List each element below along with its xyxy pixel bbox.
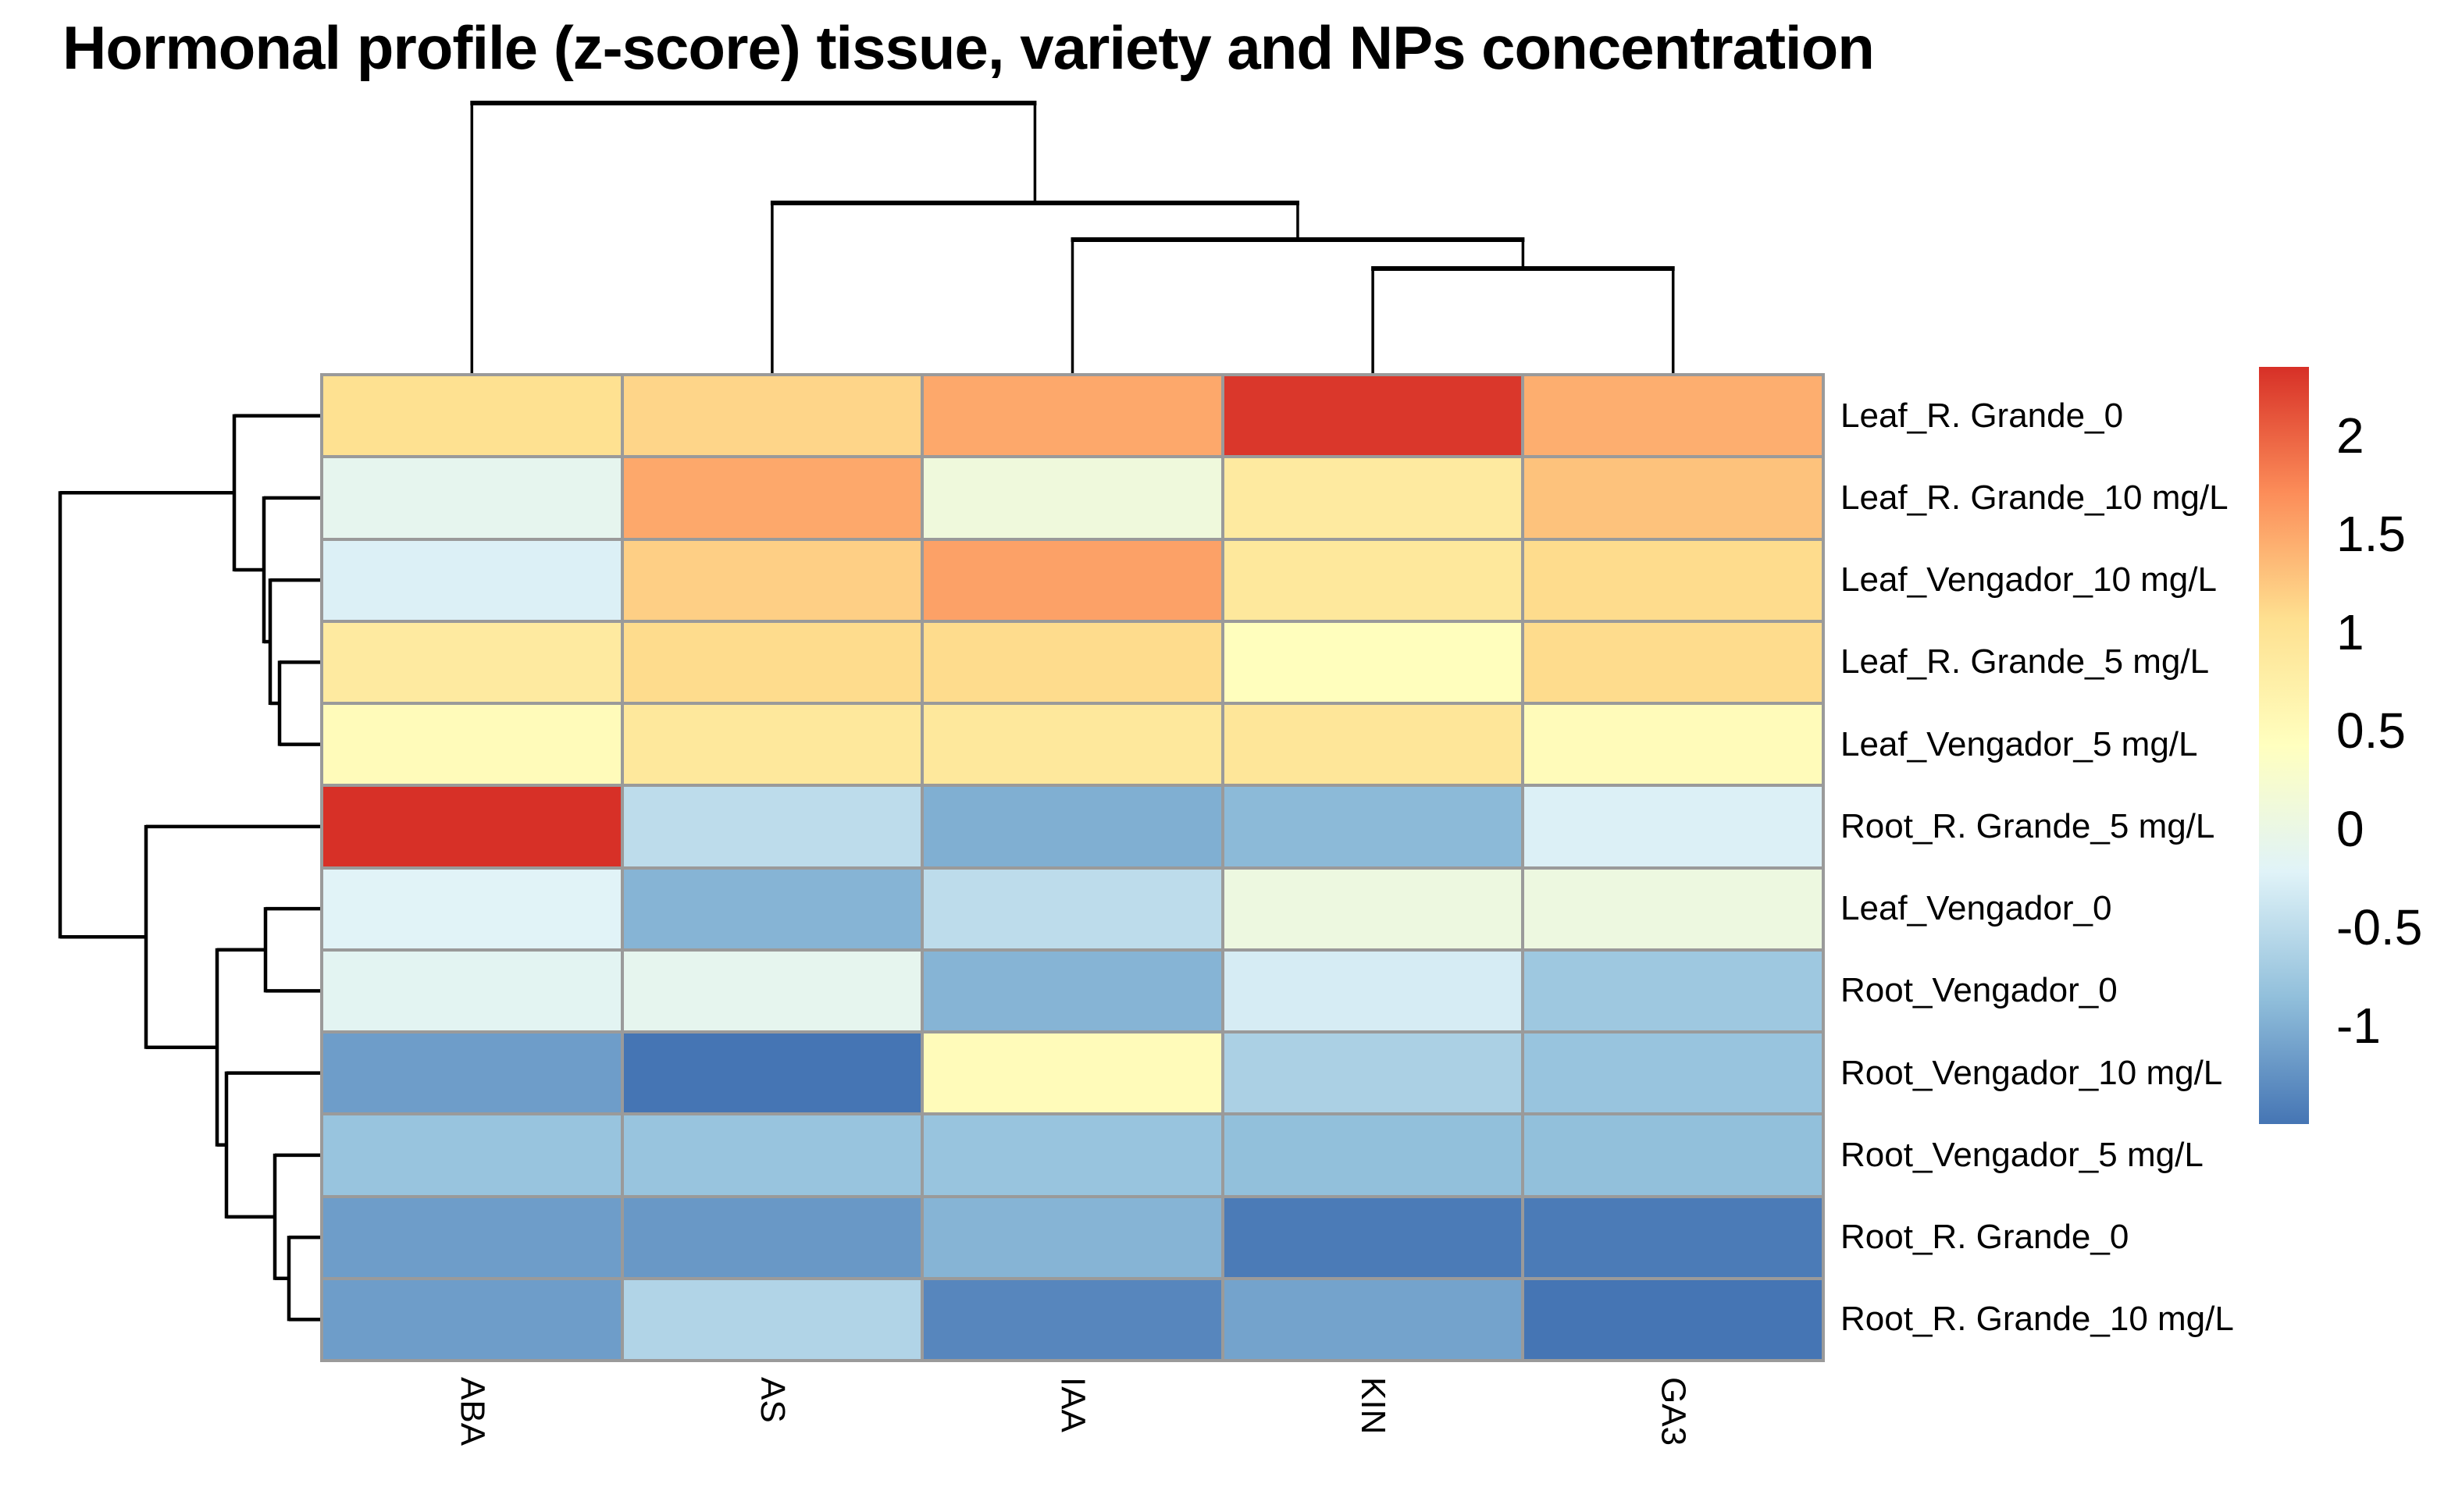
heatmap-cell [323,1033,621,1113]
heatmap-cell [1224,1279,1522,1359]
heatmap-cell [623,787,921,866]
heatmap-cell [1524,1033,1822,1113]
heatmap-cell [623,1197,921,1277]
heatmap-cell [323,458,621,538]
row-label: Root_R. Grande_5 mg/L [1840,806,2215,845]
heatmap-cell [1224,376,1522,456]
colorbar [2259,367,2309,1124]
colorbar-tick-label: 0.5 [2336,703,2406,760]
heatmap-cell [924,458,1221,538]
column-label: IAA [1053,1377,1092,1432]
heatmap-cell [623,376,921,456]
heatmap-cell [323,376,621,456]
heatmap-cell [1224,705,1522,784]
heatmap-cell [924,540,1221,620]
heatmap-cell [1524,1279,1822,1359]
heatmap-cell [1524,1115,1822,1195]
heatmap-cell [1524,540,1822,620]
heatmap-cell [924,376,1221,456]
colorbar-tick-label: -0.5 [2336,899,2423,956]
heatmap-cell [623,458,921,538]
heatmap-cell [924,951,1221,1030]
row-label: Leaf_Vengador_10 mg/L [1840,560,2217,599]
heatmap-cell [1524,951,1822,1030]
heatmap-cell [623,951,921,1030]
heatmap-cell [1224,869,1522,948]
heatmap-cell [323,1197,621,1277]
heatmap-cell [323,951,621,1030]
column-label: KIN [1354,1377,1393,1435]
heatmap-cell [1224,458,1522,538]
row-label: Root_Vengador_0 [1840,971,2118,1010]
heatmap-cell [924,1197,1221,1277]
row-label: Leaf_R. Grande_0 [1840,396,2124,435]
heatmap-cell [1524,869,1822,948]
column-label: ABA [453,1377,492,1446]
heatmap-cell [323,1115,621,1195]
heatmap-cell [1224,787,1522,866]
heatmap-cell [623,622,921,702]
heatmap-cell [323,540,621,620]
row-label: Root_Vengador_10 mg/L [1840,1053,2223,1092]
heatmap-cell [1524,458,1822,538]
heatmap-cell [323,869,621,948]
heatmap-cell [924,1279,1221,1359]
heatmap-cell [623,1279,921,1359]
heatmap-cell [323,705,621,784]
colorbar-tick-label: 0 [2336,801,2364,858]
heatmap-cell [1224,1033,1522,1113]
colorbar-tick-label: 2 [2336,407,2364,464]
heatmap-cell [924,705,1221,784]
heatmap-cell [924,622,1221,702]
heatmap-cell [623,705,921,784]
column-label: GA3 [1654,1377,1693,1446]
heatmap-cell [623,1033,921,1113]
heatmap-cell [1224,951,1522,1030]
heatmap-cell [1524,787,1822,866]
row-label: Leaf_R. Grande_5 mg/L [1840,642,2210,681]
heatmap-cell [1224,622,1522,702]
heatmap-grid [320,373,1825,1362]
heatmap-cell [323,787,621,866]
row-label: Leaf_R. Grande_10 mg/L [1840,478,2229,517]
heatmap-cell [323,622,621,702]
heatmap-cell [1524,376,1822,456]
heatmap-cell [1524,705,1822,784]
column-label: AS [753,1377,792,1423]
colorbar-tick-label: -1 [2336,998,2381,1055]
heatmap-cell [623,869,921,948]
heatmap-cell [623,540,921,620]
colorbar-tick-label: 1 [2336,604,2364,661]
heatmap-cell [924,869,1221,948]
heatmap-cell [1524,622,1822,702]
row-label: Root_R. Grande_0 [1840,1218,2129,1257]
row-label: Root_Vengador_5 mg/L [1840,1135,2204,1174]
chart-title: Hormonal profile (z-score) tissue, varie… [62,13,1875,82]
heatmap-cell [323,1279,621,1359]
row-label: Leaf_Vengador_0 [1840,889,2112,928]
heatmap-cell [1224,540,1522,620]
heatmap-cell [1224,1197,1522,1277]
row-label: Leaf_Vengador_5 mg/L [1840,724,2198,763]
heatmap-cell [924,1033,1221,1113]
heatmap-cell [924,787,1221,866]
heatmap-cell [1524,1197,1822,1277]
heatmap-cell [924,1115,1221,1195]
heatmap-cell [1224,1115,1522,1195]
colorbar-tick-label: 1.5 [2336,506,2406,563]
row-label: Root_R. Grande_10 mg/L [1840,1300,2234,1339]
heatmap-cell [623,1115,921,1195]
